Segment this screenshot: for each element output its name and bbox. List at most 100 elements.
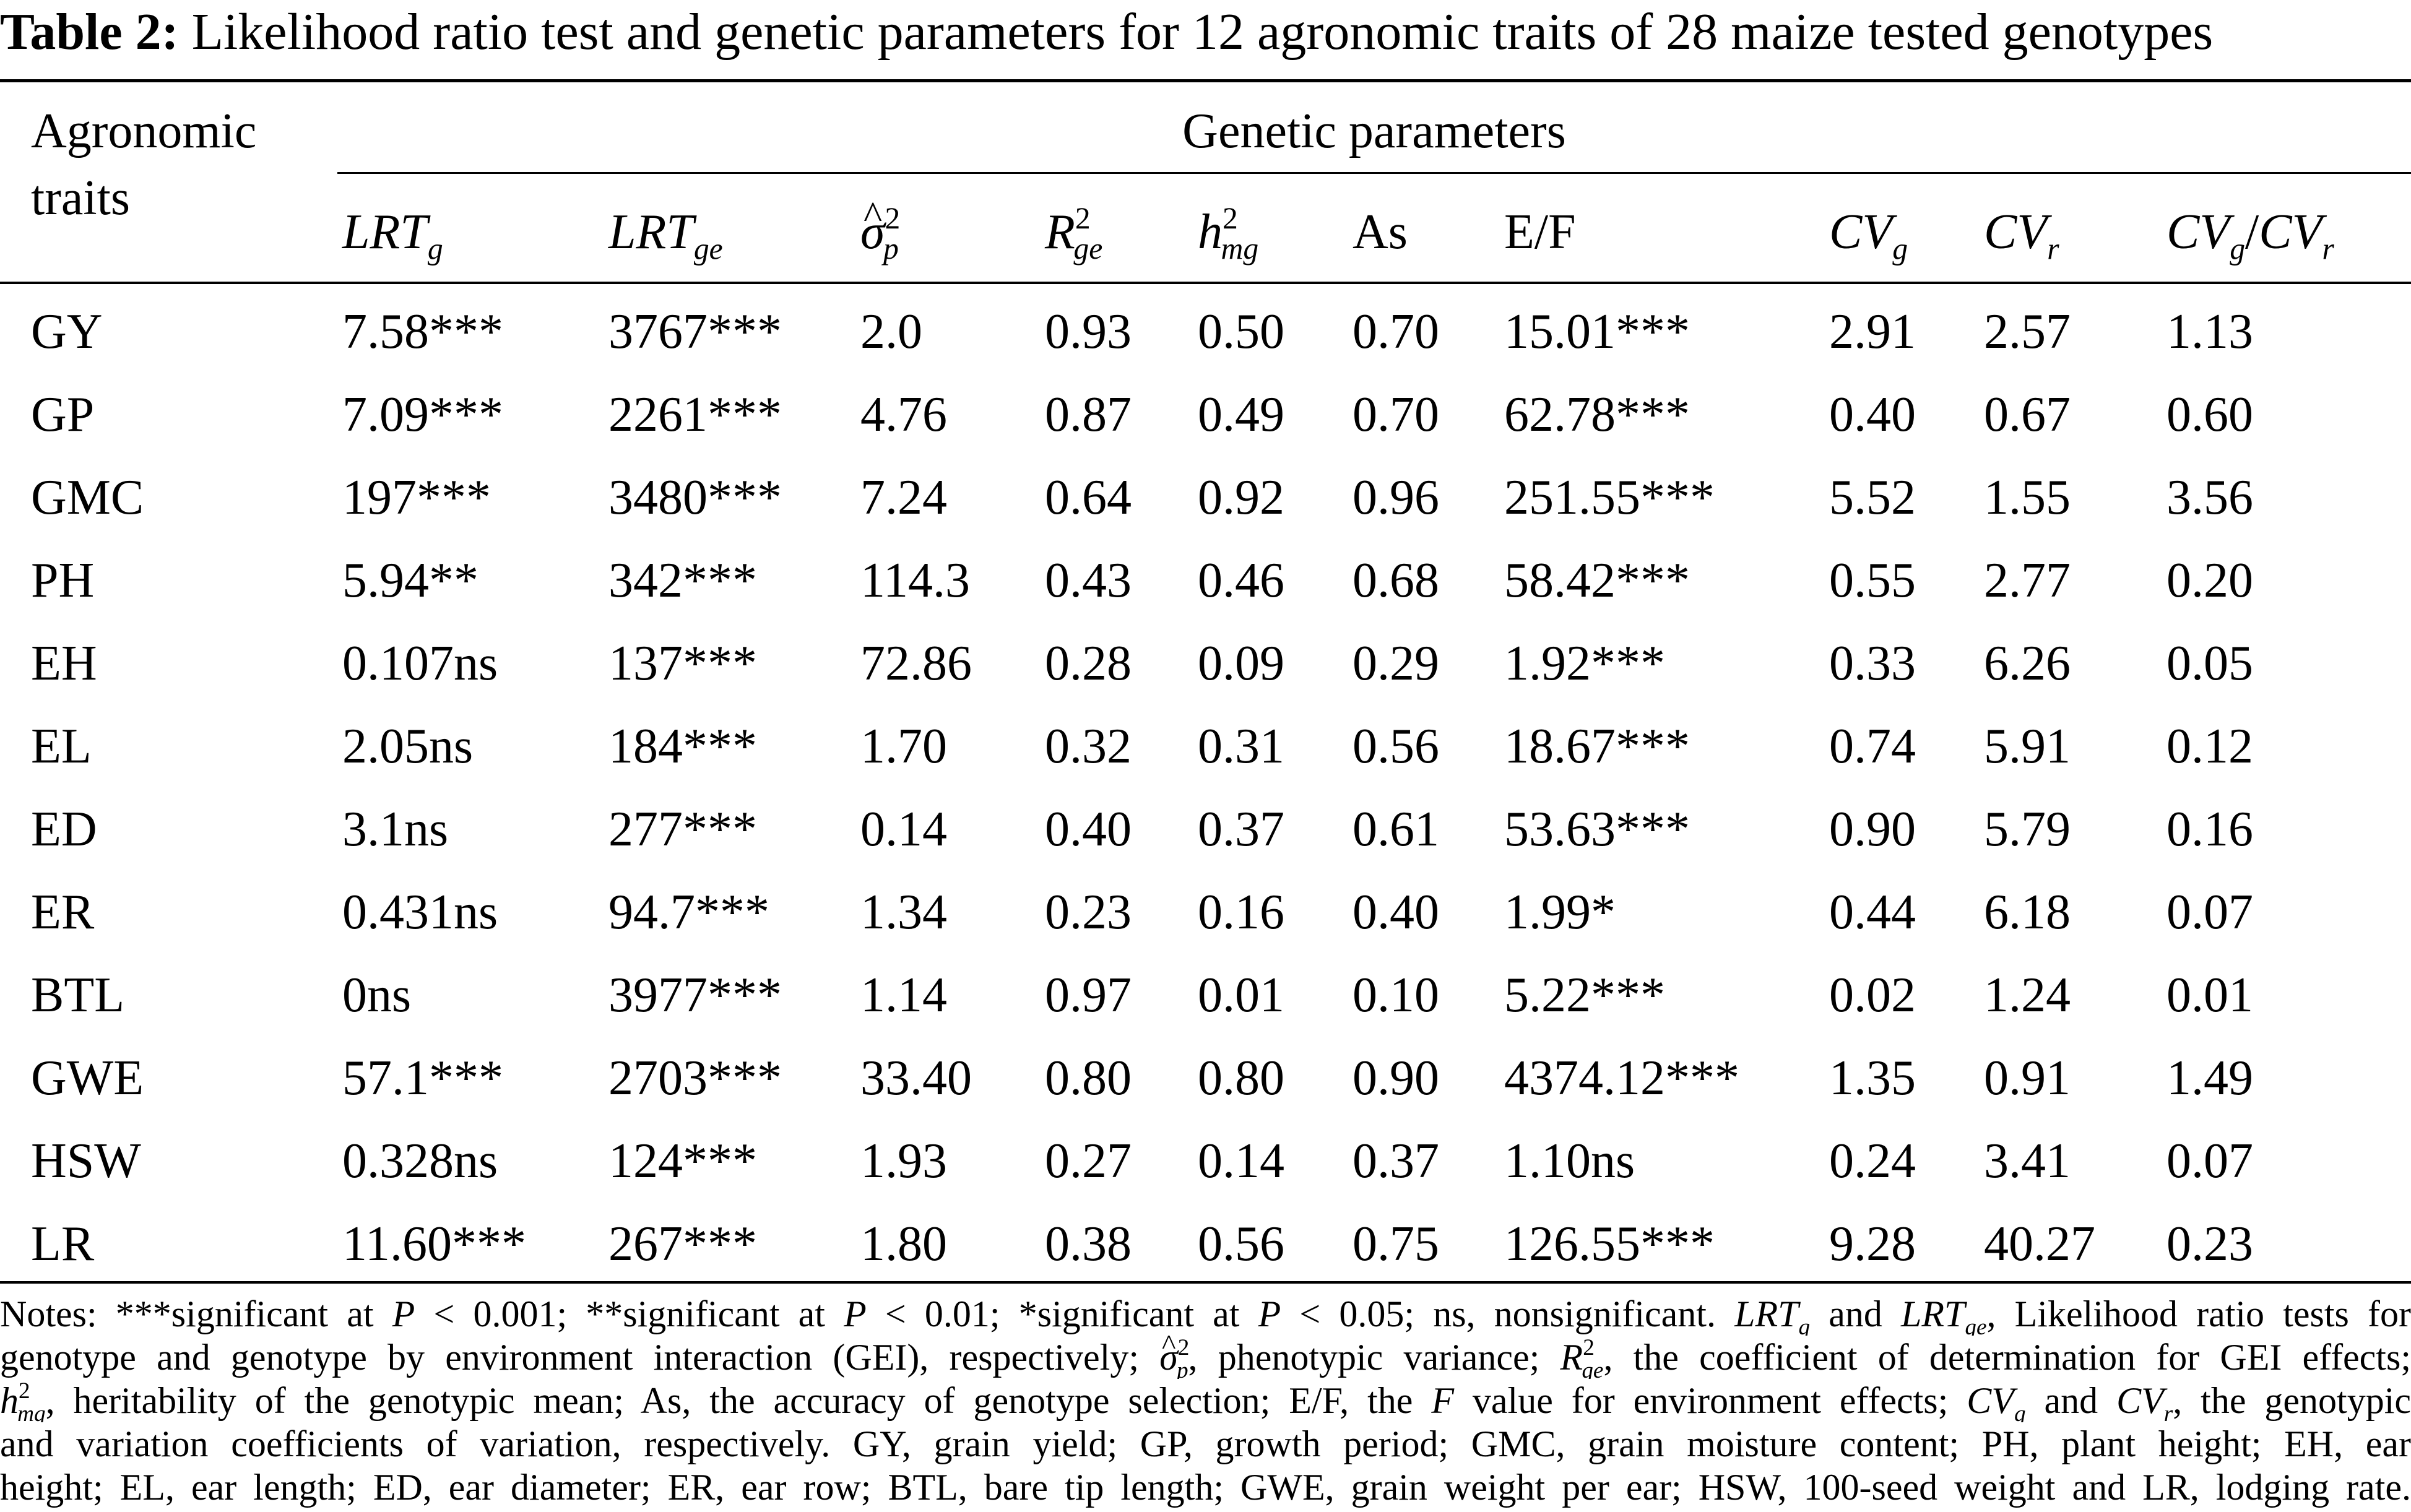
cell-as: 0.70 <box>1353 387 1439 442</box>
header-bottom-rule <box>0 282 2411 284</box>
cell-ef: 58.42*** <box>1504 553 1690 608</box>
notes-line-1: Notes: ***significant at P < 0.001; **si… <box>0 1294 2411 1336</box>
cell-ef: 5.22*** <box>1504 968 1665 1022</box>
cell-rge: 0.28 <box>1045 636 1132 691</box>
cell-ratio: 0.60 <box>2166 387 2253 442</box>
cell-cvg: 0.90 <box>1829 802 1916 857</box>
cell-cvr: 40.27 <box>1984 1217 2095 1271</box>
cell-rge: 0.38 <box>1045 1217 1132 1271</box>
cell-cvg: 5.52 <box>1829 470 1916 525</box>
header-genetic-parameters: Genetic parameters <box>1182 104 1566 158</box>
cell-lrtge: 184*** <box>608 719 757 774</box>
col-header-as: As <box>1353 205 1408 259</box>
cell-as: 0.75 <box>1353 1217 1439 1271</box>
header-sub-rule <box>337 172 2411 174</box>
table-row: GP 7.09*** 2261*** 4.76 0.87 0.49 0.70 62.78***… <box>0 375 2411 458</box>
cell-lrtge: 3480*** <box>608 470 782 525</box>
caption-text: Likelihood ratio test and genetic parame… <box>191 3 2214 61</box>
table-row: BTL 0ns 3977*** 1.14 0.97 0.01 0.10 5.22*** 0.02… <box>0 956 2411 1039</box>
cell-lrtg: 7.58*** <box>342 305 503 359</box>
cell-lrtge: 342*** <box>608 553 757 608</box>
cell-ratio: 0.16 <box>2166 802 2253 857</box>
table-notes: Notes: ***significant at P < 0.001; **si… <box>0 1292 2411 1509</box>
cell-ratio: 0.23 <box>2166 1217 2253 1271</box>
table-caption: Table 2: Likelihood ratio test and genet… <box>0 1 2411 69</box>
cell-cvg: 0.40 <box>1829 387 1916 442</box>
cell-lrtge: 2261*** <box>608 387 782 442</box>
table-row: GWE 57.1*** 2703*** 33.40 0.80 0.80 0.90 4374.1… <box>0 1039 2411 1121</box>
cell-trait: GP <box>31 387 95 442</box>
notes-line-3: h2mg, heritability of the genotypic mean… <box>0 1379 2411 1422</box>
cell-lrtge: 267*** <box>608 1217 757 1271</box>
cell-hmg: 0.80 <box>1198 1051 1284 1105</box>
cell-rge: 0.64 <box>1045 470 1132 525</box>
cell-trait: EH <box>31 636 97 691</box>
cell-lrtg: 0.328ns <box>342 1134 498 1188</box>
cell-lrtg: 57.1*** <box>342 1051 503 1105</box>
cell-lrtg: 197*** <box>342 470 491 525</box>
cell-hmg: 0.16 <box>1198 885 1284 940</box>
cell-ef: 251.55*** <box>1504 470 1715 525</box>
cell-as: 0.90 <box>1353 1051 1439 1105</box>
notes-line-2: genotype and genotype by environment int… <box>0 1336 2411 1379</box>
cell-hmg: 0.01 <box>1198 968 1284 1022</box>
cell-hmg: 0.56 <box>1198 1217 1284 1271</box>
cell-as: 0.40 <box>1353 885 1439 940</box>
cell-lrtg: 2.05ns <box>342 719 474 774</box>
cell-ratio: 0.07 <box>2166 1134 2253 1188</box>
table-row: GY 7.58*** 3767*** 2.0 0.93 0.50 0.70 15.01*** 2… <box>0 292 2411 375</box>
cell-sigma: 2.0 <box>860 305 922 359</box>
cell-cvr: 1.55 <box>1984 470 2071 525</box>
cell-cvr: 6.18 <box>1984 885 2071 940</box>
cell-lrtge: 94.7*** <box>608 885 769 940</box>
cell-rge: 0.93 <box>1045 305 1132 359</box>
cell-sigma: 1.14 <box>860 968 947 1022</box>
cell-sigma: 114.3 <box>860 553 971 608</box>
cell-lrtg: 0ns <box>342 968 412 1022</box>
cell-lrtg: 3.1ns <box>342 802 449 857</box>
cell-lrtge: 3977*** <box>608 968 782 1022</box>
cell-cvr: 2.77 <box>1984 553 2071 608</box>
cell-hmg: 0.31 <box>1198 719 1284 774</box>
table-bottom-rule <box>0 1281 2411 1284</box>
cell-sigma: 1.80 <box>860 1217 947 1271</box>
cell-ratio: 0.20 <box>2166 553 2253 608</box>
table-row: EL 2.05ns 184*** 1.70 0.32 0.31 0.56 18.67*** 0.… <box>0 707 2411 790</box>
cell-as: 0.61 <box>1353 802 1439 857</box>
cell-lrtge: 137*** <box>608 636 757 691</box>
cell-ratio: 0.01 <box>2166 968 2253 1022</box>
cell-ef: 1.99* <box>1504 885 1616 940</box>
cell-lrtg: 0.107ns <box>342 636 498 691</box>
cell-lrtge: 3767*** <box>608 305 782 359</box>
cell-ef: 53.63*** <box>1504 802 1690 857</box>
cell-cvr: 0.67 <box>1984 387 2071 442</box>
cell-rge: 0.97 <box>1045 968 1132 1022</box>
cell-rge: 0.43 <box>1045 553 1132 608</box>
cell-ratio: 1.49 <box>2166 1051 2253 1105</box>
cell-rge: 0.32 <box>1045 719 1132 774</box>
cell-cvg: 2.91 <box>1829 305 1916 359</box>
cell-trait: GMC <box>31 470 144 525</box>
cell-ratio: 0.07 <box>2166 885 2253 940</box>
table-row: ER 0.431ns 94.7*** 1.34 0.23 0.16 0.40 1.99* 0.4… <box>0 873 2411 956</box>
col-header-cv-ratio: CVg/CVr <box>2166 205 2334 266</box>
cell-rge: 0.27 <box>1045 1134 1132 1188</box>
cell-lrtg: 0.431ns <box>342 885 498 940</box>
cell-hmg: 0.09 <box>1198 636 1284 691</box>
cell-trait: HSW <box>31 1134 141 1188</box>
cell-rge: 0.40 <box>1045 802 1132 857</box>
col-header-cvr: CVr <box>1984 205 2059 266</box>
cell-trait: GY <box>31 305 103 359</box>
cell-cvr: 6.26 <box>1984 636 2071 691</box>
cell-cvr: 1.24 <box>1984 968 2071 1022</box>
cell-trait: BTL <box>31 968 125 1022</box>
cell-as: 0.68 <box>1353 553 1439 608</box>
cell-trait: PH <box>31 553 95 608</box>
table-row: ED 3.1ns 277*** 0.14 0.40 0.37 0.61 53.63*** 0.9… <box>0 790 2411 873</box>
cell-lrtg: 11.60*** <box>342 1217 527 1271</box>
cell-ef: 4374.12*** <box>1504 1051 1739 1105</box>
cell-as: 0.70 <box>1353 305 1439 359</box>
table-row: PH 5.94** 342*** 114.3 0.43 0.46 0.68 58.42*** 0… <box>0 541 2411 624</box>
col-header-rge: R2ge <box>1045 201 1103 266</box>
cell-hmg: 0.46 <box>1198 553 1284 608</box>
